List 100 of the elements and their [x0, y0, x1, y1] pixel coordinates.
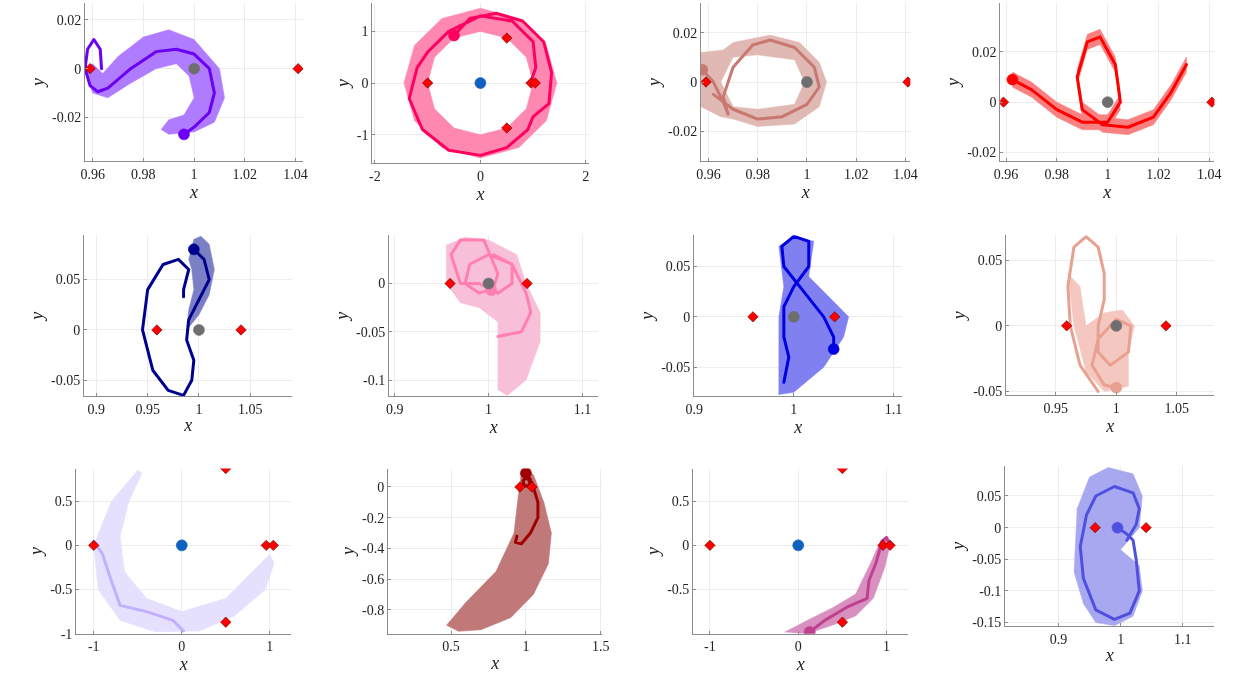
x-tick-label: 0.95 [135, 402, 160, 418]
x-tick-label: 1.04 [893, 166, 918, 182]
y-tick-label: 0.02 [56, 12, 82, 28]
x-tick-label: 1.04 [1197, 166, 1222, 182]
x-tick-label: 1 [266, 639, 274, 655]
x-axis-title: x [800, 181, 810, 202]
y-axis-title: y [28, 78, 49, 89]
point [836, 616, 848, 628]
x-tick-label: 0.9 [685, 402, 703, 418]
y-tick-label: 0.05 [976, 488, 1002, 504]
y-axis-title: y [637, 311, 658, 322]
y-axis-title: y [948, 541, 969, 552]
x-tick-label: 0.95 [1043, 401, 1068, 417]
x-axis-title: x [1104, 644, 1114, 665]
y-tick-label: -0.1 [363, 372, 386, 388]
x-tick-label: 0.9 [87, 402, 106, 418]
x-tick-label: 1.1 [1173, 631, 1192, 647]
y-axis-title: y [26, 547, 47, 558]
x-tick-label: 1 [1104, 166, 1112, 182]
line-series [1078, 484, 1141, 621]
point [529, 77, 541, 89]
x-tick-label: 0.9 [1049, 631, 1068, 647]
point [501, 122, 513, 134]
y-axis-title: y [27, 311, 48, 322]
y-tick-label: 0.05 [55, 272, 81, 288]
x-tick-label: 1 [195, 402, 203, 418]
point [175, 539, 188, 552]
x-tick-label: 2 [582, 168, 590, 184]
y-tick-label: 0 [994, 520, 1002, 536]
y-axis-title: y [338, 547, 359, 558]
y-tick-label: -0.6 [362, 572, 385, 588]
y-tick-label: -0.2 [362, 510, 385, 526]
x-tick-label: 1 [883, 639, 891, 655]
y-tick-label: -0.05 [973, 384, 1003, 400]
x-tick-label: 1.04 [283, 166, 308, 182]
point [884, 539, 896, 551]
x-tick-label: 1.05 [1164, 401, 1190, 417]
y-tick-label: 0 [683, 309, 691, 325]
x-axis-title: x [795, 654, 805, 675]
x-tick-label: 1 [1117, 631, 1125, 647]
x-tick-label: 0 [794, 639, 802, 655]
x-tick-label: 1 [522, 639, 530, 655]
x-axis-title: x [1105, 416, 1115, 437]
y-tick-label: 0 [378, 276, 386, 292]
y-tick-label: -0.15 [972, 615, 1002, 631]
x-tick-label: 1 [803, 166, 811, 182]
x-tick-label: 1 [790, 402, 798, 418]
y-axis-title: y [644, 78, 665, 89]
y-axis-title: y [333, 79, 354, 90]
x-tick-label: 0 [178, 639, 186, 655]
x-tick-label: -2 [369, 168, 381, 184]
x-tick-label: 1 [190, 166, 198, 182]
y-tick-label: 0 [377, 479, 385, 495]
y-tick-label: 0 [995, 318, 1003, 334]
y-axis-title: y [943, 78, 964, 89]
x-tick-label: 0.96 [80, 166, 105, 182]
y-tick-label: -0.1 [979, 583, 1002, 599]
y-tick-label: -0.5 [50, 582, 73, 598]
y-tick-label: -0.02 [967, 145, 997, 161]
x-tick-label: 0.5 [442, 639, 460, 655]
y-tick-label: -0.05 [356, 324, 386, 340]
x-tick-label: 1.02 [232, 166, 258, 182]
y-tick-label: -0.02 [52, 110, 82, 126]
point [88, 539, 100, 551]
x-axis-title: x [189, 181, 199, 202]
x-tick-label: 1 [485, 402, 493, 418]
point [704, 539, 716, 551]
y-tick-label: -0.05 [51, 373, 81, 389]
x-tick-label: 1.1 [884, 402, 903, 418]
x-axis-title: x [183, 415, 193, 436]
y-tick-label: 0.05 [665, 259, 691, 275]
y-tick-label: -1 [356, 127, 369, 143]
y-tick-label: -0.4 [362, 541, 385, 557]
point [267, 539, 279, 551]
x-tick-label: 1 [1112, 401, 1120, 417]
y-tick-label: 1 [361, 24, 369, 40]
x-axis-title: x [488, 417, 498, 438]
y-tick-label: 0.02 [672, 25, 698, 41]
y-tick-label: 0 [690, 74, 698, 90]
x-tick-label: 0 [476, 168, 484, 184]
point [792, 539, 805, 552]
x-tick-label: 1.02 [843, 166, 869, 182]
x-tick-label: 0.96 [993, 166, 1019, 182]
x-tick-label: 0.96 [696, 166, 721, 182]
y-axis-title: y [643, 547, 664, 558]
x-tick-label: 1.1 [573, 402, 592, 418]
y-tick-label: 0 [65, 538, 73, 554]
y-tick-label: 0 [74, 61, 82, 77]
x-axis-title: x [793, 417, 803, 438]
y-tick-label: -0.05 [972, 552, 1002, 568]
x-tick-label: -1 [704, 639, 716, 655]
y-tick-label: 0 [989, 95, 997, 111]
y-tick-label: -0.5 [667, 582, 690, 598]
x-tick-label: -1 [87, 639, 100, 655]
point [422, 77, 434, 89]
y-tick-label: -0.8 [362, 602, 385, 618]
y-tick-label: -0.02 [668, 124, 698, 140]
y-tick-label: 0.5 [671, 494, 690, 510]
y-tick-label: 0 [361, 75, 369, 91]
x-axis-title: x [1102, 181, 1112, 202]
